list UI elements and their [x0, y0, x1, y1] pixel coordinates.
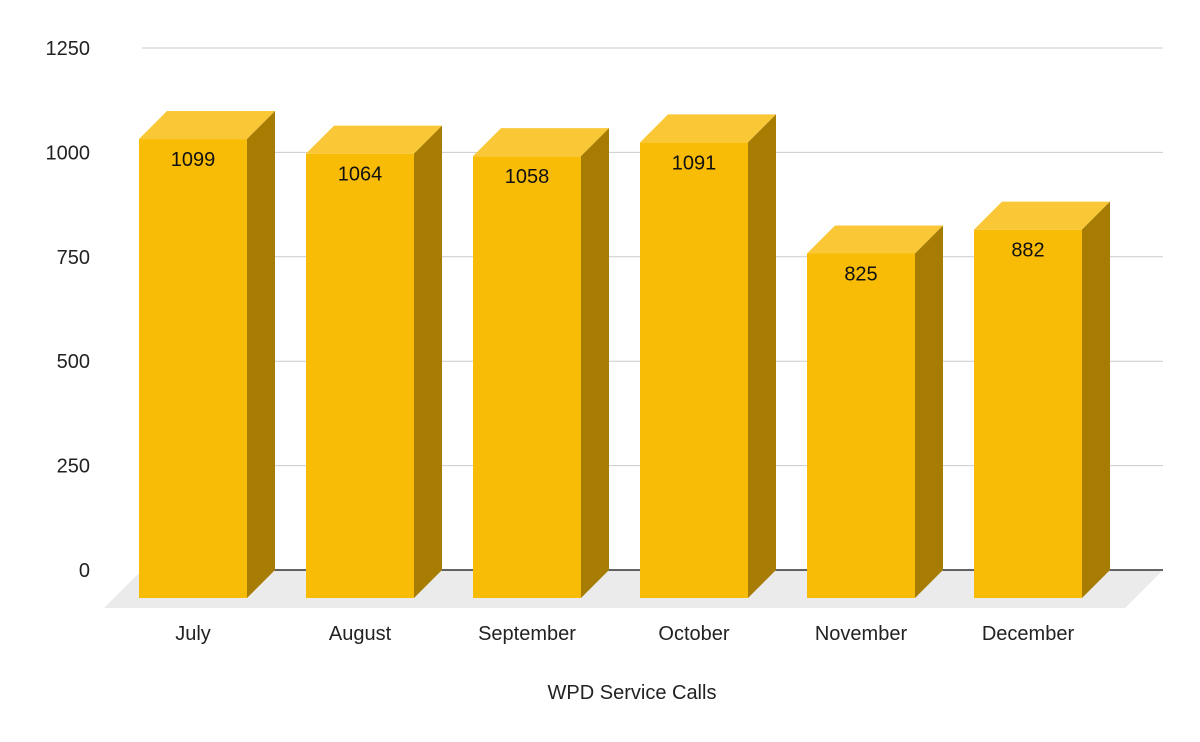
x-axis-title: WPD Service Calls: [548, 682, 717, 704]
x-tick-label: July: [175, 623, 211, 645]
bar-front-face: [974, 229, 1082, 598]
data-label: 825: [844, 263, 877, 285]
bar-front-face: [640, 142, 748, 598]
y-tick-label: 1250: [46, 38, 91, 60]
bar-side-face: [748, 114, 776, 598]
data-label: 1091: [672, 152, 717, 174]
x-tick-label: October: [658, 623, 729, 645]
y-tick-label: 0: [79, 560, 90, 582]
bar-top-face: [139, 111, 275, 140]
bar: 1091: [640, 114, 776, 598]
data-label: 1064: [338, 164, 383, 186]
x-tick-label: November: [815, 623, 908, 645]
bar-top-face: [640, 114, 776, 143]
bar-side-face: [915, 225, 943, 599]
bar-top-face: [974, 201, 1110, 230]
bar: 1064: [306, 125, 442, 599]
bar: 825: [807, 225, 943, 599]
bar: 882: [974, 201, 1110, 598]
data-label: 1058: [505, 166, 550, 188]
x-tick-label: December: [982, 623, 1075, 645]
bar-side-face: [247, 111, 275, 598]
data-label: 1099: [171, 149, 216, 171]
bar-front-face: [807, 253, 915, 599]
x-tick-label: August: [329, 623, 392, 645]
bar: 1099: [139, 111, 275, 598]
y-tick-label: 1000: [46, 142, 91, 164]
bar-side-face: [581, 128, 609, 598]
bar: 1058: [473, 128, 609, 598]
x-tick-label: September: [478, 623, 576, 645]
data-label: 882: [1011, 240, 1044, 262]
bar-top-face: [306, 125, 442, 154]
bar-front-face: [139, 139, 247, 598]
y-tick-label: 250: [57, 456, 90, 478]
bar-side-face: [1082, 201, 1110, 598]
y-tick-label: 500: [57, 351, 90, 373]
bar-front-face: [473, 156, 581, 598]
bar-side-face: [414, 125, 442, 599]
y-tick-label: 750: [57, 247, 90, 269]
bar-top-face: [473, 128, 609, 157]
bar-top-face: [807, 225, 943, 254]
bar-front-face: [306, 153, 414, 599]
